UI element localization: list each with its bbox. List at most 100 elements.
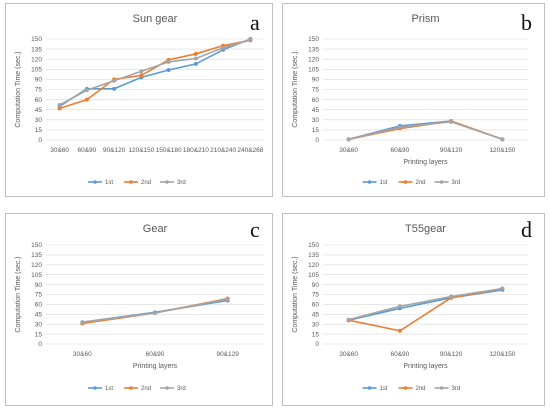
legend-marker-c-3rd	[165, 386, 169, 390]
data-point-b-3rd-3	[500, 137, 505, 142]
x-tick-label-a-7: 240&268	[237, 147, 263, 154]
chart-panel-d: T55gear 0 15 30 45 60 75 90 105 120 135 150 30&60 60&…	[282, 213, 545, 406]
legend-marker-c-2nd	[129, 386, 133, 390]
y-tick-label-d-10: 150	[308, 242, 319, 249]
y-tick-label-d-7: 105	[308, 272, 319, 279]
data-point-a-3rd-2	[112, 78, 117, 83]
x-tick-label-b-3: 120&150	[489, 147, 515, 154]
x-tick-label-b-1: 60&90	[390, 147, 409, 154]
y-tick-label-c-3: 45	[35, 312, 43, 319]
legend-marker-b-1st	[367, 180, 372, 184]
y-tick-label-c-6: 90	[35, 282, 43, 289]
data-point-a-2nd-5	[193, 51, 198, 56]
y-tick-label-b-0: 0	[315, 137, 319, 144]
y-tick-label-d-5: 75	[312, 292, 320, 299]
x-tick-label-a-1: 60&90	[77, 147, 96, 154]
y-tick-label-a-10: 150	[31, 36, 42, 43]
legend-marker-c-1st	[93, 386, 97, 390]
legend-marker-b-2nd	[403, 180, 408, 184]
chart-title-d: T55gear	[405, 223, 446, 235]
x-tick-label-b-2: 90&120	[440, 147, 463, 154]
legend-marker-d-2nd	[403, 386, 408, 390]
x-tick-label-a-3: 120&150	[128, 147, 154, 154]
legend-label-d-1st: 1st	[380, 386, 388, 392]
data-point-b-3rd-0	[346, 137, 351, 142]
legend-label-b-3rd: 3rd	[452, 180, 461, 186]
y-tick-label-b-1: 15	[312, 127, 320, 134]
y-tick-label-d-3: 45	[312, 312, 320, 319]
panel-letter-a: a	[250, 10, 260, 35]
x-tick-label-d-2: 90&120	[440, 351, 463, 358]
data-point-c-3rd-2	[225, 297, 230, 302]
data-point-b-3rd-2	[449, 119, 454, 124]
legend-label-d-3rd: 3rd	[452, 386, 461, 392]
y-tick-label-c-1: 15	[35, 331, 43, 338]
panel-letter-c: c	[250, 217, 260, 242]
data-point-a-3rd-3	[139, 69, 144, 74]
panel-letter-d: d	[521, 217, 532, 242]
y-tick-label-b-2: 30	[312, 117, 320, 124]
x-axis-label-b: Printing layers	[403, 159, 448, 166]
chart-title-b: Prism	[411, 13, 439, 25]
chart-title-c: Gear	[143, 223, 168, 235]
x-tick-label-c-1: 60&90	[146, 351, 165, 358]
legend-label-a-3rd: 3rd	[177, 180, 186, 186]
data-point-a-3rd-5	[193, 56, 198, 61]
data-point-b-3rd-1	[397, 125, 402, 130]
legend-marker-a-1st	[93, 180, 97, 184]
legend-marker-d-3rd	[439, 386, 444, 390]
series-line-a-2nd	[59, 39, 251, 110]
y-tick-label-d-0: 0	[315, 341, 319, 348]
chart-svg-d: T55gear 0 15 30 45 60 75 90 105 120 135 150 30&60 60&…	[292, 223, 528, 392]
y-tick-label-d-1: 15	[312, 331, 320, 338]
y-tick-label-a-3: 45	[35, 107, 43, 114]
y-tick-label-b-4: 60	[312, 97, 320, 104]
chart-svg-b: Prism 0 15 30 45 60 75 90 105 120 135 150 30&60 60&90…	[292, 13, 528, 186]
y-tick-label-c-5: 75	[35, 292, 43, 299]
data-point-d-3rd-2	[449, 294, 454, 299]
y-tick-label-b-8: 120	[308, 56, 319, 63]
legend-marker-a-3rd	[165, 180, 169, 184]
chart-svg-a: Sun gear 0 15 30 45 60 75 90 105 120 135 150 30&60 60…	[15, 13, 264, 186]
y-tick-label-c-0: 0	[38, 341, 42, 348]
x-tick-label-a-5: 180&210	[183, 147, 209, 154]
chart-panel-a: Sun gear 0 15 30 45 60 75 90 105 120 135 150 30&60 60…	[5, 3, 273, 197]
y-tick-label-a-5: 75	[35, 87, 43, 94]
legend-marker-d-1st	[367, 386, 372, 390]
x-axis-label-c: Printing layers	[133, 363, 178, 370]
x-tick-label-d-1: 60&90	[390, 351, 409, 358]
y-tick-label-b-10: 150	[308, 36, 319, 43]
legend-marker-a-2nd	[129, 180, 133, 184]
y-tick-label-c-7: 105	[31, 272, 42, 279]
y-tick-label-d-2: 30	[312, 321, 320, 328]
y-tick-label-c-8: 120	[31, 262, 42, 269]
series-line-a-3rd	[59, 38, 251, 106]
legend-marker-b-3rd	[439, 180, 444, 184]
x-tick-label-c-0: 30&60	[73, 351, 92, 358]
data-point-a-1st-4	[166, 67, 171, 72]
y-tick-label-d-9: 135	[308, 252, 319, 259]
y-tick-label-d-6: 90	[312, 282, 320, 289]
y-axis-label-b: Computation Time (sec.)	[292, 51, 299, 127]
data-point-a-2nd-3	[139, 73, 144, 78]
data-point-a-3rd-4	[166, 59, 171, 64]
x-tick-label-b-0: 30&60	[339, 147, 358, 154]
y-tick-label-a-9: 135	[31, 46, 42, 53]
data-point-a-1st-2	[112, 86, 117, 91]
data-point-a-3rd-6	[221, 45, 226, 50]
legend-label-a-1st: 1st	[105, 180, 113, 186]
y-tick-label-a-2: 30	[35, 117, 43, 124]
y-tick-label-c-10: 150	[31, 242, 42, 249]
x-tick-label-a-2: 90&120	[103, 147, 126, 154]
y-tick-label-a-4: 60	[35, 97, 43, 104]
chart-title-a: Sun gear	[133, 13, 178, 25]
y-tick-label-b-7: 105	[308, 67, 319, 74]
y-tick-label-d-8: 120	[308, 262, 319, 269]
x-tick-label-c-2: 90&129	[216, 351, 239, 358]
y-tick-label-b-6: 90	[312, 77, 320, 84]
chart-panel-b: Prism 0 15 30 45 60 75 90 105 120 135 150 30&60 60&90…	[282, 3, 545, 197]
y-tick-label-b-3: 45	[312, 107, 320, 114]
data-point-a-2nd-1	[84, 97, 89, 102]
data-point-a-3rd-7	[248, 37, 253, 42]
x-axis-label-d: Printing layers	[403, 363, 448, 370]
